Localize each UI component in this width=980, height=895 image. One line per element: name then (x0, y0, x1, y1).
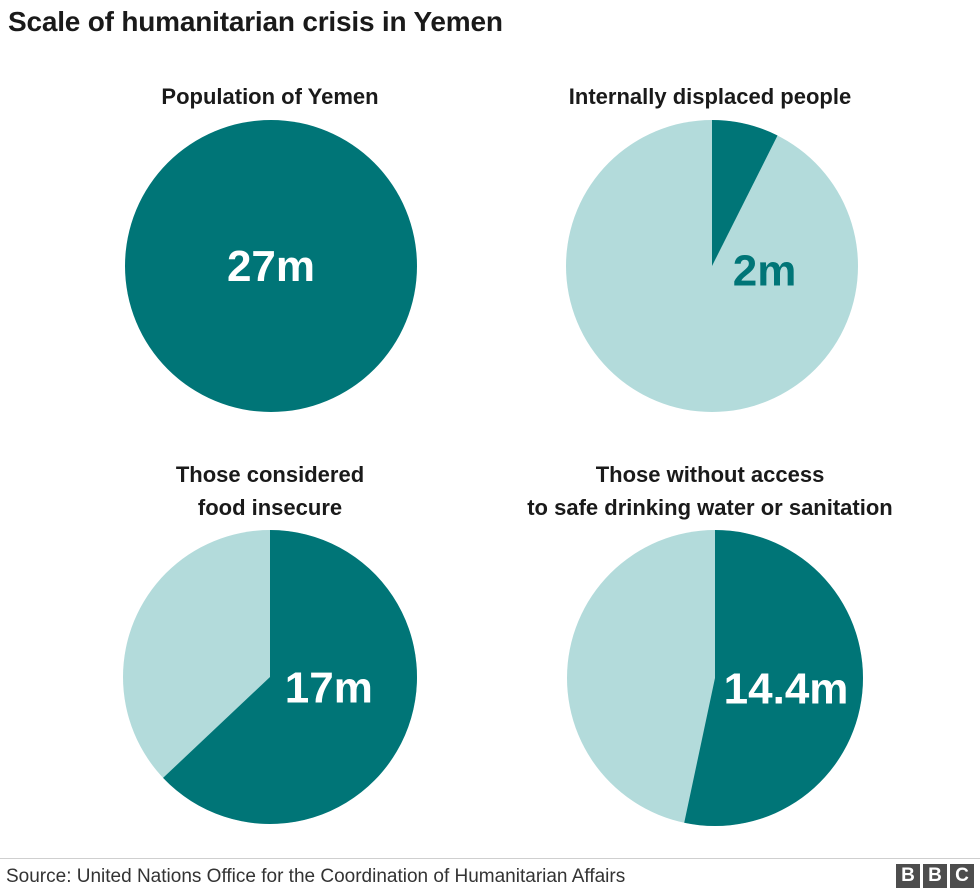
pie-title-line: Internally displaced people (568, 84, 852, 109)
pie-chart-displaced: 2m (566, 120, 858, 412)
bbc-logo: B B C (896, 864, 974, 888)
logo-letter: C (950, 864, 974, 888)
pie-title-displaced: Internally displaced people (510, 80, 910, 113)
pie-title-food-insecure: Those considered food insecure (120, 458, 420, 524)
pie-value-label: 17m (285, 663, 373, 712)
footer-divider (0, 858, 980, 859)
pie-title-water-sanitation: Those without access to safe drinking wa… (480, 458, 940, 524)
pie-title-line: Those considered (175, 462, 365, 487)
pie-chart-water-sanitation: 14.4m (567, 530, 863, 826)
logo-letter: B (896, 864, 920, 888)
pie-slice-value (125, 120, 417, 412)
pie-title-line: to safe drinking water or sanitation (527, 495, 893, 520)
pie-chart-population: 27m (125, 120, 417, 412)
pie-title-population: Population of Yemen (120, 80, 420, 113)
logo-letter: B (923, 864, 947, 888)
pie-title-line: Those without access (595, 462, 825, 487)
pie-chart-food-insecure: 17m (123, 530, 417, 824)
pie-value-label: 2m (733, 246, 797, 295)
chart-title: Scale of humanitarian crisis in Yemen (8, 6, 503, 37)
pie-slice-value (163, 530, 417, 824)
pie-slice-value (712, 120, 778, 266)
pie-value-label: 14.4m (724, 664, 849, 713)
pie-slice-value (684, 530, 863, 826)
pie-title-line: Population of Yemen (161, 84, 379, 109)
pie-value-label: 27m (227, 242, 315, 291)
source-note: Source: United Nations Office for the Co… (6, 866, 626, 887)
pie-title-line: food insecure (197, 495, 343, 520)
